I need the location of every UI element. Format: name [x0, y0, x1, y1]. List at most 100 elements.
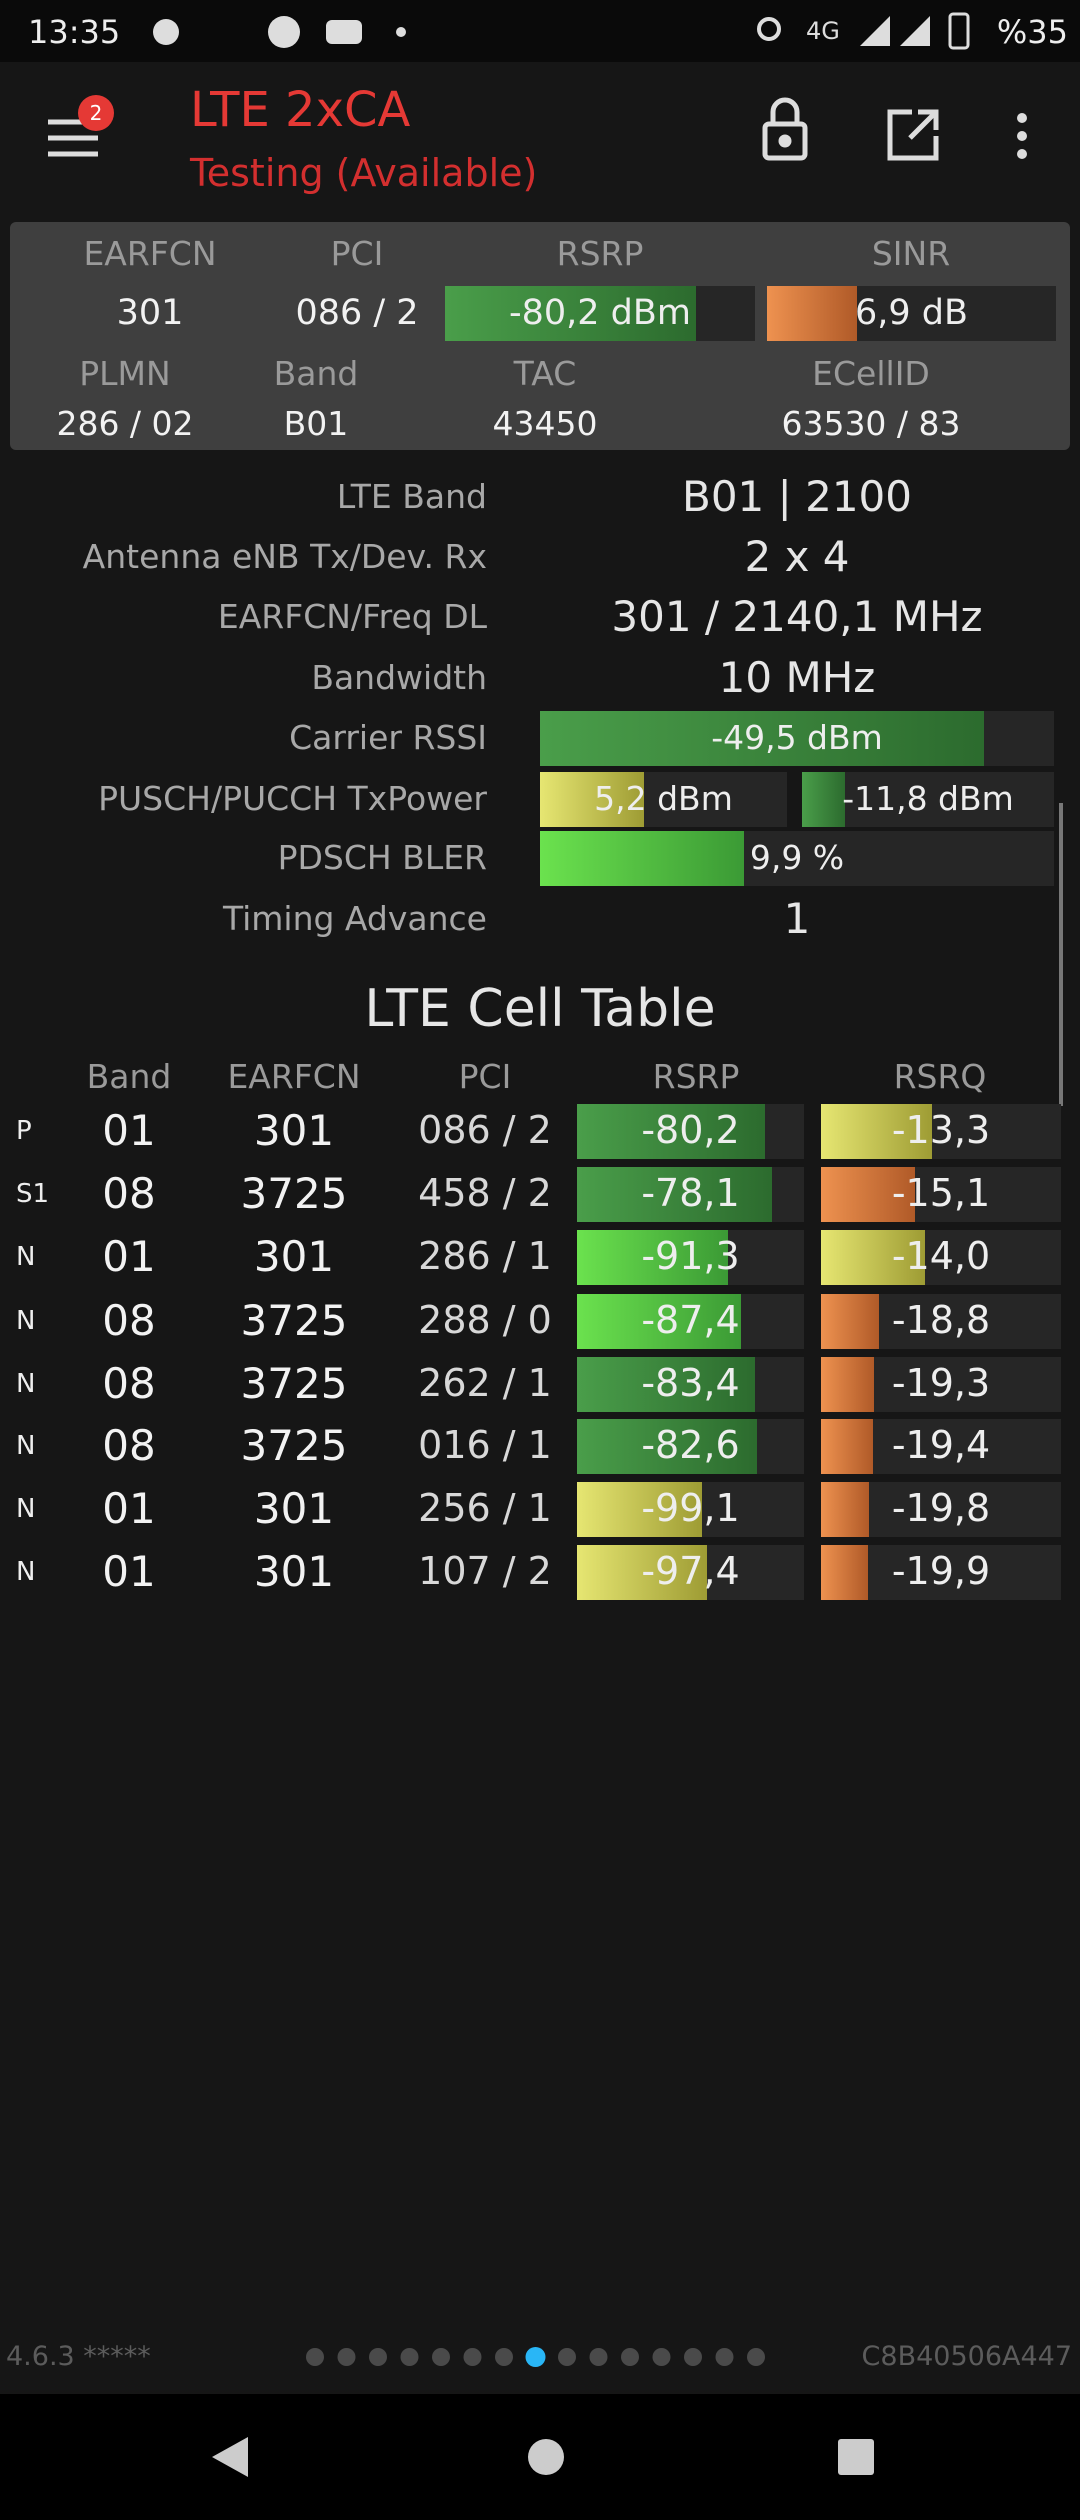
clock: 13:35: [28, 12, 121, 51]
bar-fill: [821, 1293, 879, 1349]
cell-earfcn: 3725: [240, 1358, 348, 1408]
cell-type: P: [16, 1115, 32, 1146]
bar-value: -18,8: [891, 1298, 991, 1343]
summary-label: Band: [273, 353, 359, 393]
cell-pci: 256 / 1: [418, 1486, 552, 1531]
back-button[interactable]: [212, 2437, 248, 2477]
signal-bar: -82,6: [577, 1418, 804, 1474]
summary-value: 086 / 2: [295, 292, 419, 333]
column-header: RSRP: [652, 1056, 740, 1096]
summary-value: 301: [116, 292, 184, 333]
cell-type: N: [16, 1556, 36, 1587]
signal-bar: -78,1: [577, 1166, 804, 1222]
cell-band: 08: [102, 1358, 156, 1408]
home-button[interactable]: [528, 2439, 564, 2475]
signal-bar: -19,8: [821, 1481, 1061, 1537]
bar-value: -49,5 dBm: [711, 717, 883, 757]
bar-fill: [821, 1166, 915, 1222]
bar-value: -19,3: [891, 1361, 991, 1406]
bar-value: -87,4: [641, 1298, 740, 1343]
network-type: 4G: [806, 17, 840, 46]
signal-bar: -14,0: [821, 1229, 1061, 1285]
bar-value: 9,9 %: [749, 837, 845, 877]
column-header: PCI: [458, 1056, 512, 1096]
badge-count: 2: [89, 101, 103, 125]
signal-bar: -11,8 dBm: [802, 771, 1054, 827]
signal-bar: -13,3: [821, 1103, 1061, 1159]
summary-value: 43450: [492, 403, 598, 443]
detail-label: Bandwidth: [311, 657, 487, 697]
bar-value: -15,1: [891, 1171, 991, 1216]
column-header: RSRQ: [893, 1056, 987, 1096]
signal-bar: -80,2: [577, 1103, 804, 1159]
bar-value: -80,2: [641, 1108, 740, 1153]
signal-bar: -91,3: [577, 1229, 804, 1285]
signal-bar: -15,1: [821, 1166, 1061, 1222]
bar-fill: [821, 1103, 932, 1159]
cell-pci: 086 / 2: [418, 1108, 552, 1153]
summary-value: 286 / 02: [56, 403, 194, 443]
summary-label: RSRP: [556, 233, 644, 273]
cell-band: 08: [102, 1168, 156, 1218]
cell-earfcn: 301: [253, 1105, 335, 1155]
bar-fill: [577, 1481, 702, 1537]
bar-value: -19,9: [891, 1549, 991, 1594]
detail-label: PUSCH/PUCCH TxPower: [98, 778, 487, 818]
title: LTE 2xCA: [190, 82, 411, 139]
cell-band: 08: [102, 1420, 156, 1470]
battery-level: %35: [996, 12, 1068, 51]
cell-pci: 286 / 1: [418, 1234, 552, 1279]
signal-bar: -99,1: [577, 1481, 804, 1537]
summary-label: PLMN: [79, 353, 171, 393]
bar-value: -80,2 dBm: [508, 292, 691, 333]
bar-value: -83,4: [641, 1361, 740, 1406]
bar-fill: [821, 1229, 926, 1285]
bar-value: -19,8: [891, 1486, 991, 1531]
bar-fill: [577, 1356, 755, 1412]
summary-label: ECellID: [812, 353, 930, 393]
summary-value: 63530 / 83: [781, 403, 961, 443]
bar-value: -97,4: [641, 1549, 740, 1594]
cell-type: S1: [16, 1178, 50, 1209]
cell-earfcn: 3725: [240, 1295, 348, 1345]
detail-value: B01 | 2100: [682, 471, 912, 521]
bar-value: -11,8 dBm: [842, 778, 1014, 818]
signal-bar: -19,4: [821, 1418, 1061, 1474]
bar-fill: [577, 1103, 766, 1159]
cell-pci: 288 / 0: [418, 1298, 552, 1343]
cell-band: 08: [102, 1295, 156, 1345]
bar-fill: [577, 1544, 708, 1600]
bar-fill: [577, 1293, 741, 1349]
summary-label: SINR: [871, 233, 951, 273]
bar-value: -82,6: [641, 1423, 740, 1468]
cell-earfcn: 301: [253, 1483, 335, 1533]
recents-button[interactable]: [838, 2439, 874, 2475]
bar-value: -78,1: [641, 1171, 740, 1216]
summary-label: TAC: [513, 353, 577, 393]
signal-bar: -19,3: [821, 1356, 1061, 1412]
nav-bar: [0, 2394, 1080, 2520]
bar-fill: [821, 1481, 870, 1537]
detail-label: Antenna eNB Tx/Dev. Rx: [82, 536, 487, 576]
bar-value: -13,3: [891, 1108, 991, 1153]
bar-value: -19,4: [891, 1423, 991, 1468]
summary-label: PCI: [330, 233, 384, 273]
cell-earfcn: 301: [253, 1231, 335, 1281]
cell-type: N: [16, 1241, 36, 1272]
cell-type: N: [16, 1368, 36, 1399]
bar-value: -91,3: [641, 1234, 740, 1279]
signal-bar: -18,8: [821, 1293, 1061, 1349]
signal-bar: -19,9: [821, 1544, 1061, 1600]
bar-fill: [821, 1544, 869, 1600]
cell-pci: 262 / 1: [418, 1361, 552, 1406]
detail-label: LTE Band: [336, 476, 487, 516]
cell-band: 01: [102, 1546, 156, 1596]
detail-label: PDSCH BLER: [277, 837, 487, 877]
cell-type: N: [16, 1430, 36, 1461]
bar-fill: [821, 1418, 874, 1474]
bar-fill: [540, 710, 985, 766]
cell-band: 01: [102, 1231, 156, 1281]
signal-bar: -83,4: [577, 1356, 804, 1412]
